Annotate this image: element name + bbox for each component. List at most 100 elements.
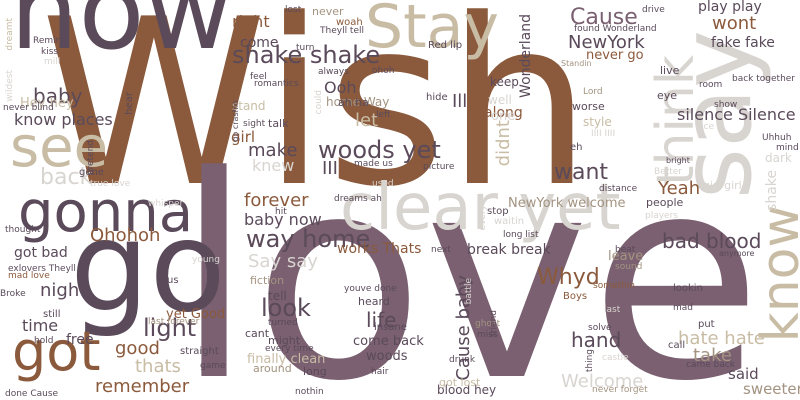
word-never-go-71: never go [586,48,644,63]
word-mad-love-109: mad love [8,271,50,281]
word-well-80: well [488,93,512,107]
word-said-58: said [728,365,759,383]
word-sound-127: sound [615,262,643,272]
word-put-93: put [698,319,715,330]
word-cause-14: Cause [570,5,638,30]
word-never-forget-119: never forget [592,385,648,395]
word-straight-85: straight [180,346,219,357]
word-talk-100: talk [268,117,289,130]
word-turned-150: turned [268,318,298,328]
word-eh-159: eh [570,142,583,153]
word-newyork-welcome-73: NewYork welcome [508,196,626,211]
word-insane-86: insane [374,322,407,333]
word-ohohoh-26: Ohohoh [90,225,161,246]
word-could-179: could [314,90,324,115]
word-friend-125: friend [489,310,499,337]
word-back-together-96: back together [732,74,796,84]
word-last-forever-110: last forever [148,317,200,327]
word-ill-41: Ill [452,91,468,112]
word-stay-5: Stay [365,0,499,62]
word-somethin-128: somethin [593,281,635,291]
word-mind-82: mind [776,143,799,153]
word-sight-176: sight [243,119,266,129]
word-left-158: left [376,110,391,120]
word-go-3: go [70,195,226,340]
word-wonderland-57: Wonderland [518,14,534,98]
word-face-152: face [695,122,715,132]
word-true-love-147: true love [90,179,131,189]
word-hate-hate-29: hate hate [678,328,765,349]
word-lost-166: lost [285,5,302,15]
word-always-162: always [318,67,349,77]
word-long-list-105: long list [503,230,539,240]
word-woods-61: woods [366,349,408,364]
word-let-38: let [355,110,379,131]
word-hide-157: hide [426,92,448,103]
word-people-77: people [646,196,684,209]
word-boys-97: Boys [563,291,588,302]
word-miss-124: miss [477,330,498,340]
word-dreams-ah-104: dreams ah [334,194,382,204]
word-come-back-60: come back [353,334,424,349]
word-worse-79: worse [572,100,605,113]
word-hand-24: hand [571,328,622,352]
word-standin-103: Standin [561,59,592,68]
word-hair-121: hair [371,367,389,377]
word-made-us-137: made us [354,159,393,169]
word-battle-183: battle [464,278,474,305]
word-every-184: every [478,205,488,231]
word-love-1: love [175,117,763,400]
word-bad-blood-20: bad blood [662,229,762,253]
word-castle-132: castle [602,353,629,363]
word-anymore-141: anymore [719,249,755,258]
word-forever-44: forever [244,190,309,211]
word-exlovers-theyll-108: exlovers Theyll [8,264,76,274]
word-shake-shake-12: shake shake [232,41,381,69]
word-see-8: see [10,115,109,180]
word-bright-139: bright [666,156,690,165]
word-wish-0: Wish [40,0,592,238]
word-girl-65: girl [231,128,256,146]
word-nothin-116: nothin [295,387,324,397]
word-wildest-172: wildest [5,70,15,102]
word-dark-81: dark [765,151,792,165]
word-silence-silence-53: silence Silence [677,105,796,124]
word-say-say-27: Say say [248,251,318,272]
word-welcome-31: Welcome [561,371,644,392]
word-take-30: take [693,345,732,366]
word-baby-25: baby [33,84,83,108]
word-long-89: long [303,365,327,378]
word-night-35: night [40,280,87,301]
word-didnt-42: didnt [493,120,514,167]
word-last-129: last [604,305,621,315]
word-leave-72: leave [608,249,644,264]
word-thought-142: thought [5,225,41,235]
word-drunk-117: drunk [449,355,476,365]
word-look-22: look [261,294,311,322]
word-style-76: style [583,115,612,129]
word-along-67: along [484,105,523,121]
word-eye-78: eye [657,89,678,102]
word-turn-163: turn [296,43,315,53]
word-light-19: light [143,314,197,342]
word-better-138: Better [654,167,683,177]
word-one-98: one [491,109,516,124]
word-clear-yet-6: clear yet [340,171,621,245]
word-good-36: good [115,338,160,359]
word-break-break-55: break break [467,242,551,258]
word-know-places-51: know places [14,110,113,129]
word-time-37: time [22,316,59,335]
word-know-10: know [751,205,800,343]
word-back-17: back [40,165,93,190]
word-youve-done-122: youve done [344,284,397,294]
word-solve-118: solve [588,323,612,333]
word-come-48: come [240,35,279,51]
word-shake-83: shake [764,170,780,211]
word-life-23: life [366,308,397,332]
word-yet-good-74: yet Good [166,307,226,322]
word-kiss-169: kiss [41,47,59,57]
word-iiii-iiii-160: IIII IIII [591,129,616,139]
word-finally-clean-75: finally clean [247,352,326,367]
word-next-180: next [431,245,451,255]
word-remember-32: remember [95,376,190,397]
